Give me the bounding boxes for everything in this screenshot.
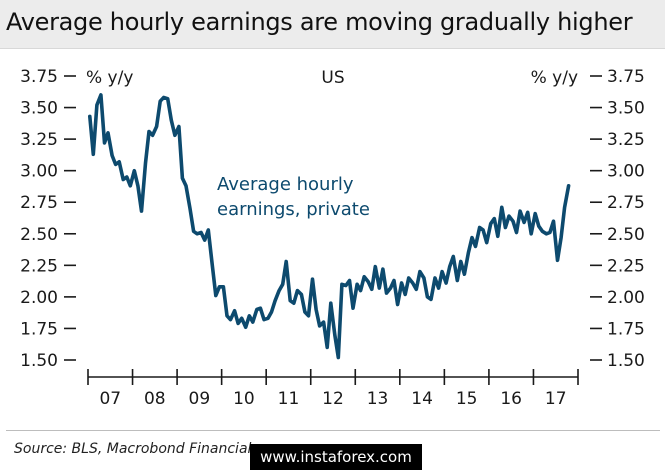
x-tick-label: 09 bbox=[189, 389, 211, 409]
y-tick-label-left: 3.00 bbox=[20, 162, 58, 182]
y-tick-label-right: 3.25 bbox=[607, 130, 645, 150]
series-line-average-hourly-earnings bbox=[88, 93, 571, 360]
series-label: Average hourly earnings, private bbox=[217, 174, 370, 220]
series-layer bbox=[88, 93, 571, 360]
x-tick-label: 16 bbox=[500, 389, 522, 409]
y-tick-label-left: 3.25 bbox=[20, 130, 58, 150]
y-tick-label-right: 3.75 bbox=[607, 67, 645, 87]
y-tick-label-right: 1.50 bbox=[607, 351, 645, 371]
x-tick-label: 14 bbox=[411, 389, 433, 409]
y-tick-label-left: 2.50 bbox=[20, 225, 58, 245]
y-tick-label-right: 1.75 bbox=[607, 319, 645, 339]
x-tick-label: 15 bbox=[456, 389, 478, 409]
y-tick-label-left: 1.75 bbox=[20, 319, 58, 339]
x-tick-label: 13 bbox=[367, 389, 389, 409]
y-tick-label-left: 2.25 bbox=[20, 256, 58, 276]
x-tick-label: 10 bbox=[233, 389, 255, 409]
y-tick-label-left: 3.50 bbox=[20, 99, 58, 119]
line-chart: US % y/y % y/y 3.75 3.50 3.25 3.00 2.75 2.50 2… bbox=[20, 67, 645, 409]
x-tick-label: 11 bbox=[278, 389, 300, 409]
y-tick-label-left: 1.50 bbox=[20, 351, 58, 371]
footer-divider bbox=[6, 430, 660, 431]
y-tick-label-right: 2.50 bbox=[607, 225, 645, 245]
y-axis-left: 3.75 3.50 3.25 3.00 2.75 2.50 2.25 2.00 1.75 1.50 bbox=[20, 67, 76, 371]
source-note: Source: BLS, Macrobond Financial bbox=[14, 441, 252, 457]
chart-region-label: US bbox=[321, 68, 344, 88]
x-tick-label: 12 bbox=[322, 389, 344, 409]
y-tick-label-right: 2.25 bbox=[607, 256, 645, 276]
x-tick-label: 08 bbox=[144, 389, 166, 409]
y-axis-unit-left: % y/y bbox=[86, 68, 133, 88]
y-axis-unit-right: % y/y bbox=[531, 68, 578, 88]
y-tick-label-right: 2.00 bbox=[607, 288, 645, 308]
title-bar: Average hourly earnings are moving gradu… bbox=[0, 0, 665, 49]
x-tick-label: 17 bbox=[545, 389, 567, 409]
y-tick-label-left: 2.00 bbox=[20, 288, 58, 308]
y-tick-label-left: 2.75 bbox=[20, 193, 58, 213]
y-tick-label-left: 3.75 bbox=[20, 67, 58, 87]
watermark: www.instaforex.com bbox=[250, 444, 422, 470]
y-tick-label-right: 3.00 bbox=[607, 162, 645, 182]
x-tick-label: 07 bbox=[99, 389, 121, 409]
chart-title: Average hourly earnings are moving gradu… bbox=[6, 8, 633, 36]
y-axis-right: 3.75 3.50 3.25 3.00 2.75 2.50 2.25 2.00 1.75 1.50 bbox=[590, 67, 645, 371]
y-tick-label-right: 2.75 bbox=[607, 193, 645, 213]
x-axis: 07 08 09 10 11 12 13 14 15 16 17 bbox=[87, 369, 579, 409]
y-tick-label-right: 3.50 bbox=[607, 99, 645, 119]
